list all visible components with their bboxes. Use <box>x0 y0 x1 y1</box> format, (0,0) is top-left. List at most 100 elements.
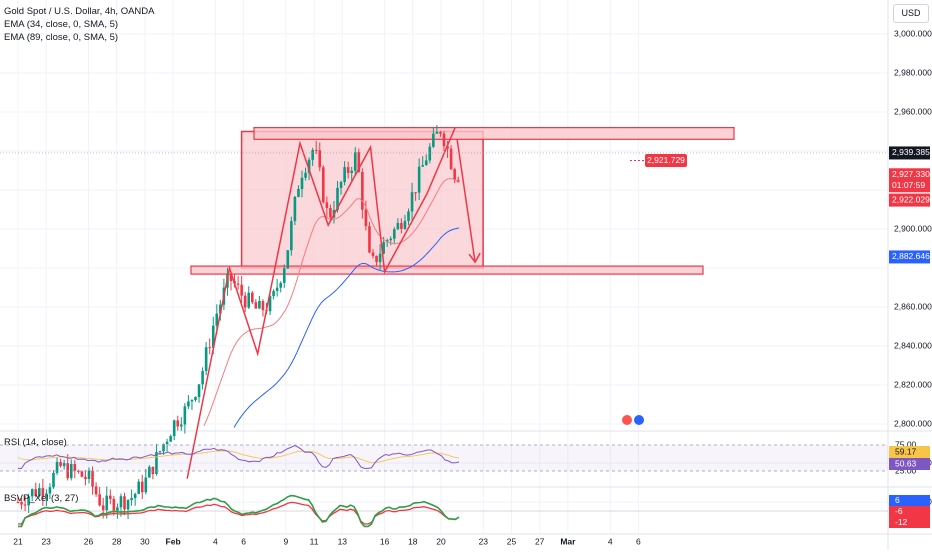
candle <box>371 252 375 256</box>
candle <box>290 221 293 251</box>
candle <box>151 466 155 475</box>
time-axis-label: Feb <box>166 536 181 546</box>
candle <box>140 481 144 493</box>
candle <box>307 159 311 173</box>
candle <box>130 498 133 501</box>
ema34-legend: EMA (34, close, 0, SMA, 5) <box>4 19 119 30</box>
rsi-legend: RSI (14, close) <box>4 437 67 448</box>
time-axis-label: 9 <box>284 536 289 546</box>
bsvp-red-line <box>18 501 460 525</box>
candle <box>41 488 45 497</box>
candle <box>27 496 30 506</box>
candle <box>339 182 343 188</box>
candle <box>215 313 219 326</box>
bsvp-v3-bg <box>889 517 930 528</box>
candle <box>350 170 353 173</box>
candle <box>30 489 34 497</box>
candle <box>254 302 258 309</box>
currency-button[interactable]: USD <box>893 4 929 23</box>
candle <box>428 146 432 161</box>
candle <box>20 502 23 505</box>
time-axis-label: 4 <box>608 536 613 546</box>
candle <box>55 461 59 473</box>
candle <box>439 131 442 134</box>
candle <box>236 283 240 285</box>
time-axis-label: 18 <box>408 536 418 546</box>
candle <box>243 295 247 308</box>
candle <box>148 466 151 478</box>
target-arrow <box>456 139 476 263</box>
rsi-ma-bg <box>889 458 930 470</box>
target-arrow-head <box>468 252 481 264</box>
rsi-axis-25: 25.00 <box>895 465 917 475</box>
mid-price-tag: 2,927.330 <box>892 169 930 179</box>
candle <box>144 477 148 493</box>
candle <box>137 481 140 494</box>
candle <box>407 211 410 221</box>
bsvp-v3-tag: -12 <box>895 517 908 527</box>
pattern-drawing <box>186 127 456 479</box>
candle <box>109 495 112 499</box>
candle <box>165 441 169 445</box>
ema89-tag-bg <box>889 250 930 264</box>
candle <box>80 471 84 477</box>
candle <box>45 493 48 497</box>
bid-price-tag-bg <box>889 193 930 207</box>
candle <box>94 486 98 495</box>
bid-price-tag: 2,922.029 <box>892 194 930 204</box>
candle <box>272 290 275 297</box>
candle <box>194 397 197 400</box>
candle <box>112 498 116 513</box>
candle <box>279 282 282 288</box>
candle <box>162 444 165 452</box>
candle <box>435 131 439 134</box>
candle <box>414 192 417 194</box>
candle <box>389 238 393 241</box>
chart-title: Gold Spot / U.S. Dollar, 4h, OANDA <box>4 6 155 17</box>
candle <box>183 406 187 425</box>
ema89-legend: EMA (89, close, 0, SMA, 5) <box>4 32 119 43</box>
candle <box>201 371 204 385</box>
candle <box>158 451 162 453</box>
candle <box>329 207 332 218</box>
time-axis-label: 23 <box>479 536 489 546</box>
candle <box>261 300 265 311</box>
time-axis-label: 26 <box>84 536 94 546</box>
candle <box>69 463 73 479</box>
candle <box>361 172 364 210</box>
bsvp-v2-tag: -6 <box>895 506 903 516</box>
candle <box>126 500 130 510</box>
candle <box>251 292 254 303</box>
candle <box>382 242 385 254</box>
price-axis-tick: 2,860.000 <box>894 301 932 311</box>
candle <box>297 189 300 197</box>
candle <box>424 160 428 166</box>
candle <box>432 133 435 147</box>
candle <box>169 436 172 442</box>
candle <box>286 250 290 269</box>
candle <box>325 202 329 208</box>
time-axis-label: 30 <box>140 536 150 546</box>
candle <box>91 470 94 487</box>
flag-icon <box>634 415 644 425</box>
candle <box>34 489 38 496</box>
candle <box>197 384 201 398</box>
price-axis-tick: 2,840.000 <box>894 340 932 350</box>
time-axis-label: 16 <box>380 536 390 546</box>
candle <box>190 399 194 402</box>
time-axis-label: 28 <box>112 536 122 546</box>
rsi-value-bg <box>889 446 930 458</box>
candle <box>393 229 396 239</box>
price-axis-tick: 2,900.000 <box>894 223 932 233</box>
last-price-tag-bg <box>889 146 930 160</box>
candle <box>77 470 80 472</box>
candle <box>446 146 449 149</box>
cursor-price-tag <box>645 154 687 167</box>
time-axis-label: Mar <box>560 536 576 546</box>
candle <box>23 504 27 506</box>
candle <box>208 347 211 349</box>
candle <box>322 167 325 203</box>
rsi-value-tag: 59.17 <box>895 446 917 456</box>
